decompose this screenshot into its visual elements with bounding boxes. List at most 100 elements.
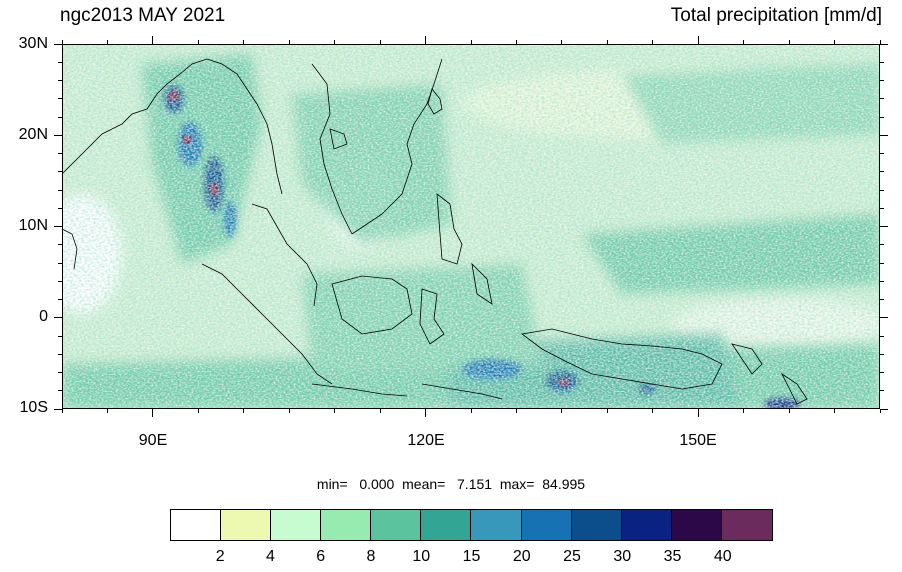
tick-mark [61, 40, 63, 44]
tick-mark [243, 409, 245, 413]
tick-mark [54, 43, 62, 45]
colorbar-label: 20 [512, 548, 531, 565]
tick-mark [58, 280, 62, 282]
tick-mark [379, 40, 381, 44]
tick-mark [243, 40, 245, 44]
colorbar-swatch [671, 510, 722, 540]
tick-mark [697, 409, 699, 417]
tick-mark [880, 244, 884, 246]
tick-mark [58, 116, 62, 118]
tick-mark [515, 409, 517, 413]
tick-mark [697, 36, 699, 44]
colorbar-swatch [721, 510, 772, 540]
field-statistics: min= 0.000 mean= 7.151 max= 84.995 [0, 476, 902, 492]
tick-mark [58, 262, 62, 264]
colorbar-label: 8 [366, 548, 376, 565]
tick-mark [880, 317, 888, 319]
colorbar-swatch [521, 510, 572, 540]
tick-mark [880, 353, 884, 355]
tick-mark [288, 409, 290, 413]
tick-mark [379, 409, 381, 413]
tick-mark [106, 409, 108, 413]
max-value: 84.995 [542, 476, 586, 492]
lon-label-90e: 90E [138, 432, 168, 449]
lon-label-150e: 150E [679, 432, 717, 449]
tick-mark [58, 80, 62, 81]
tick-mark [880, 280, 884, 282]
tick-mark [334, 40, 336, 44]
colorbar-swatch [571, 510, 622, 540]
tick-mark [788, 409, 790, 413]
max-label: max= [499, 476, 535, 492]
tick-mark [58, 153, 62, 154]
tick-mark [880, 171, 884, 173]
tick-mark [652, 409, 654, 413]
tick-mark [880, 226, 888, 227]
plot-title-left: ngc2013 MAY 2021 [60, 5, 226, 26]
tick-mark [197, 409, 199, 413]
tick-mark [470, 40, 472, 44]
colorbar-label: 10 [412, 548, 431, 565]
tick-mark [880, 134, 888, 136]
colorbar-swatch [621, 510, 672, 540]
tick-mark [880, 372, 884, 373]
tick-mark [880, 61, 884, 63]
tick-mark [58, 335, 62, 337]
lat-label-30n: 30N [18, 35, 48, 52]
colorbar-label: 25 [563, 548, 581, 565]
mean-label: mean= [402, 476, 446, 492]
tick-mark [834, 40, 836, 44]
tick-mark [58, 171, 62, 173]
tick-mark [470, 409, 472, 413]
tick-mark [880, 408, 888, 410]
colorbar-swatch [171, 510, 222, 540]
colorbar-swatch [221, 510, 272, 540]
lat-label-10s: 10S [19, 399, 48, 416]
colorbar-label: 35 [663, 548, 682, 565]
tick-mark [152, 409, 154, 417]
min-value: 0.000 [359, 476, 395, 492]
tick-mark [58, 390, 62, 392]
lon-label-120e: 120E [407, 432, 445, 449]
colorbar-label: 40 [713, 548, 732, 565]
colorbar-label: 2 [215, 548, 225, 565]
lat-label-0: 0 [39, 308, 48, 325]
tick-mark [54, 226, 62, 227]
tick-mark [880, 116, 884, 118]
tick-mark [54, 134, 62, 136]
colorbar-swatch [421, 510, 472, 540]
colorbar-swatch [321, 510, 372, 540]
colorbar-label: 4 [266, 548, 275, 565]
colorbar-swatch [471, 510, 522, 540]
tick-mark [788, 40, 790, 44]
lat-label-10n: 10N [18, 217, 48, 234]
colorbar-swatch [271, 510, 322, 540]
tick-mark [880, 43, 888, 45]
tick-mark [606, 40, 608, 44]
tick-mark [58, 207, 62, 209]
tick-mark [880, 299, 884, 300]
tick-mark [54, 408, 62, 410]
lat-label-20n: 20N [18, 126, 48, 143]
tick-mark [425, 409, 427, 417]
tick-mark [880, 98, 884, 100]
tick-mark [561, 409, 563, 413]
tick-mark [561, 40, 563, 44]
colorbar-label: 6 [316, 548, 326, 565]
plot-title-right: Total precipitation [mm/d] [670, 5, 882, 26]
colorbar-label: 30 [613, 548, 632, 565]
colorbar-swatch [371, 510, 422, 540]
colorbar [170, 509, 773, 541]
tick-mark [606, 409, 608, 413]
min-label: min= [316, 476, 348, 492]
tick-mark [106, 40, 108, 44]
precipitation-field [62, 44, 880, 409]
tick-mark [58, 98, 62, 100]
tick-mark [54, 317, 62, 319]
tick-mark [880, 153, 884, 154]
tick-mark [58, 61, 62, 63]
tick-mark [880, 207, 884, 209]
tick-mark [58, 244, 62, 246]
tick-mark [743, 409, 745, 413]
tick-mark [152, 36, 154, 44]
